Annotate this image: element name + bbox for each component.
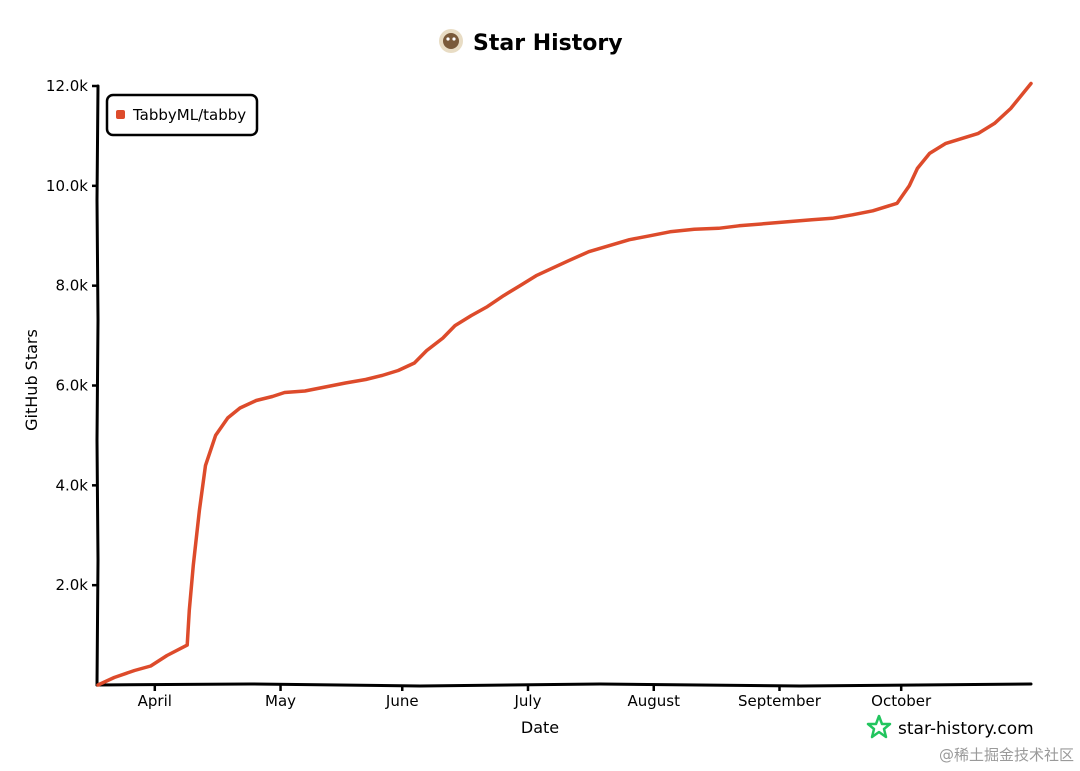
watermark: @稀土掘金技术社区 xyxy=(939,746,1074,764)
x-tick-label: August xyxy=(627,692,680,710)
x-tick-label: April xyxy=(138,692,172,710)
x-tick-label: October xyxy=(871,692,932,710)
series-layer xyxy=(96,81,1033,687)
star-icon xyxy=(866,714,892,739)
chart-title: Star History xyxy=(473,31,623,56)
y-tick-label: 12.0k xyxy=(46,77,88,95)
y-ticks: 2.0k 4.0k 6.0k 8.0k 10.0k 12.0k xyxy=(46,77,98,594)
chart-title-group: Star History xyxy=(439,29,623,56)
x-tick-label: June xyxy=(385,692,419,710)
branding: star-history.com @稀土掘金技术社区 xyxy=(866,714,1074,764)
y-axis-label: GitHub Stars xyxy=(22,329,41,431)
brand-site-link[interactable]: star-history.com xyxy=(898,719,1034,739)
axes xyxy=(95,84,1033,688)
y-tick-label: 8.0k xyxy=(55,277,88,295)
legend-swatch xyxy=(116,110,125,119)
y-tick-label: 4.0k xyxy=(55,476,88,494)
octocat-avatar-icon xyxy=(439,29,463,53)
y-axis-line xyxy=(95,84,100,687)
legend-entry-tabbyml-tabby: TabbyML/tabby xyxy=(132,106,246,124)
x-tick-label: May xyxy=(265,692,296,710)
series-line-tabbyml-tabby xyxy=(96,81,1033,687)
y-tick-label: 10.0k xyxy=(46,177,88,195)
y-tick-label: 6.0k xyxy=(55,377,88,395)
x-tick-label: July xyxy=(513,692,541,710)
x-tick-label: September xyxy=(738,692,822,710)
x-axis-label: Date xyxy=(521,718,559,737)
x-ticks: April May June July August September October xyxy=(138,685,932,710)
x-axis-line xyxy=(95,682,1033,688)
y-tick-label: 2.0k xyxy=(55,576,88,594)
legend-box xyxy=(105,93,259,137)
legend: TabbyML/tabby xyxy=(105,93,259,137)
